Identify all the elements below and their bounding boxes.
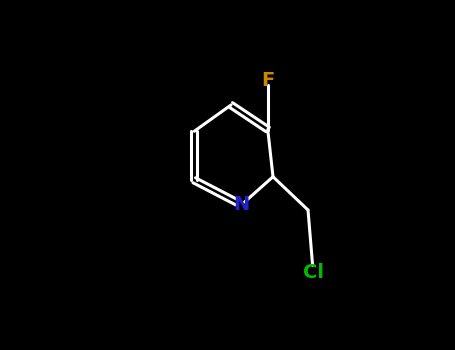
Text: N: N [233,195,250,214]
Text: F: F [261,71,274,90]
Text: Cl: Cl [303,264,324,282]
